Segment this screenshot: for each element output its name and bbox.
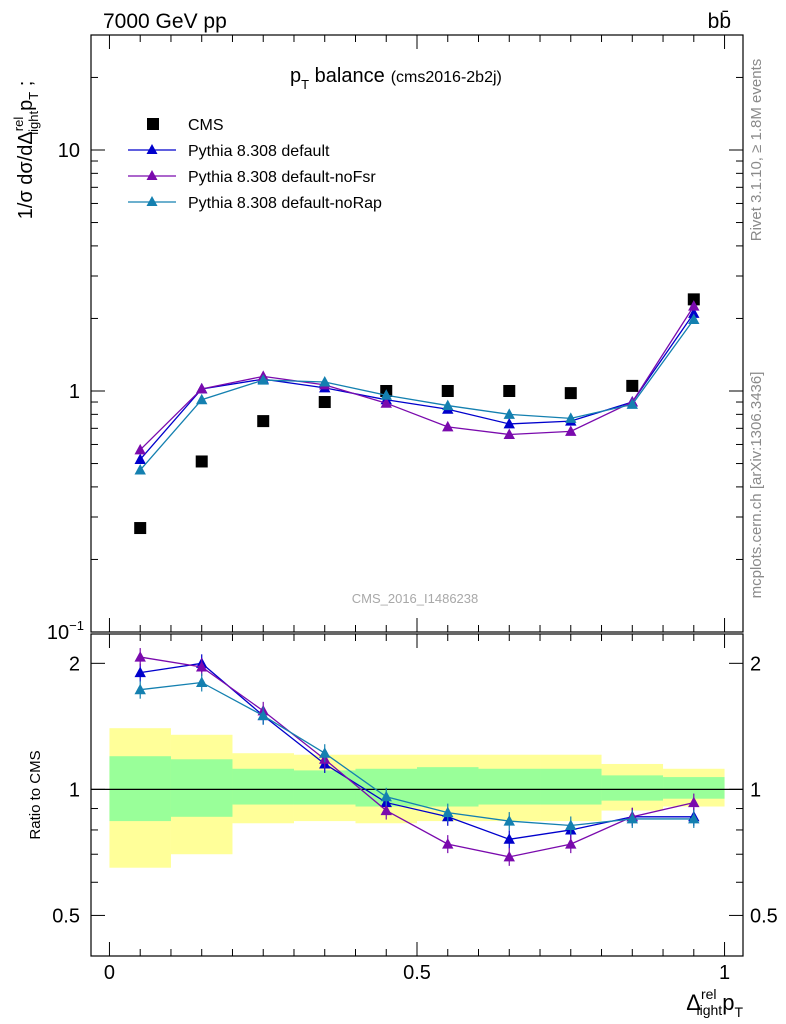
analysis-watermark: CMS_2016_I1486238 <box>352 591 479 606</box>
cms-data-point <box>564 387 577 400</box>
mc-data-point-2 <box>688 300 700 311</box>
legend: CMS Pythia 8.308 default Pythia 8.308 de… <box>128 117 382 212</box>
mc-data-point-3 <box>319 375 331 387</box>
xlabel: Δrel lightpT <box>686 986 743 1020</box>
ratio-data-point-2 <box>196 676 208 687</box>
mc-data-point-3 <box>688 313 700 324</box>
main-ylabel: 1/σ dσ/dΔrellightpT ; <box>11 81 41 220</box>
legend-norap-label: Pythia 8.308 default-noRap <box>188 195 382 212</box>
mc-data-point-2 <box>503 428 515 439</box>
main-title: pT balance (cms2016-2b2j) <box>290 65 502 92</box>
cms-data-point <box>626 379 639 392</box>
ratio-data-point-2 <box>565 819 577 830</box>
ratio-ytick-label-left: 2 <box>69 653 80 675</box>
cms-data-point <box>441 384 454 397</box>
ratio-data-point-1 <box>503 850 515 862</box>
uncertainty-band-inner <box>601 775 664 801</box>
main-panel: 10 1 10−1 pT balance (cms2016-2b2j) CMS_201… <box>47 34 744 644</box>
ratio-data-point-1 <box>196 661 208 672</box>
ratio-data-point-2 <box>442 806 454 818</box>
ratio-ytick-label-left: 1 <box>69 779 80 801</box>
mc-data-point-3 <box>442 399 454 411</box>
cms-data-point <box>318 396 331 409</box>
ratio-data-point-2 <box>503 815 515 826</box>
mc-data-point-3 <box>380 389 392 400</box>
ratio-data-point-2 <box>626 812 638 824</box>
xtick-label: 1 <box>719 962 730 984</box>
cms-data-point <box>687 293 700 306</box>
ratio-data-point-1 <box>442 838 454 849</box>
svg-text:ΔrellightpT: Δrel lightpT <box>686 986 743 1020</box>
mc-data-point-2 <box>565 425 577 436</box>
svg-text:1/σ dσ/dΔrellightpT ;: 1/σ dσ/dΔrellightpT ; <box>11 81 41 220</box>
ratio-data-point-1 <box>380 804 392 816</box>
uncertainty-band-inner <box>109 756 171 822</box>
ratio-series-line-1 <box>140 656 694 858</box>
ratio-data-point-2 <box>688 812 700 824</box>
ratio-ytick-label-right: 2 <box>750 653 761 675</box>
mc-data-point-1 <box>503 417 515 429</box>
mc-data-point-3 <box>626 398 638 409</box>
uncertainty-band-inner <box>417 767 479 807</box>
legend-nofsr-label: Pythia 8.308 default-noFsr <box>188 169 376 186</box>
uncertainty-band-inner <box>478 768 541 805</box>
ratio-ytick-label-left: 0.5 <box>52 905 80 927</box>
ratio-ytick-label-right: 0.5 <box>750 905 778 927</box>
legend-nofsr-marker <box>146 170 158 180</box>
ratio-series-line-2 <box>140 681 694 827</box>
cms-data-point <box>134 522 147 535</box>
legend-cms-marker <box>147 118 159 130</box>
legend-norap-marker <box>146 196 158 206</box>
ratio-ylabel: Ratio to CMS <box>27 750 44 839</box>
mc-data-point-3 <box>503 408 515 419</box>
ratio-data-point-2 <box>380 790 392 802</box>
uncertainty-band-inner <box>663 777 725 799</box>
mc-data-point-2 <box>134 443 146 455</box>
ratio-data-point-0 <box>134 666 146 678</box>
mcplots-label: mcplots.cern.ch [arXiv:1306.3436] <box>748 372 765 599</box>
mc-data-point-1 <box>688 307 700 318</box>
mc-data-point-2 <box>380 397 392 408</box>
ratio-data-point-2 <box>134 683 146 695</box>
mc-data-point-1 <box>134 453 146 464</box>
uncertainty-band-inner <box>293 770 356 805</box>
xtick-label: 0.5 <box>403 962 431 984</box>
ratio-data-point-1 <box>565 838 577 849</box>
mc-data-point-2 <box>196 382 208 394</box>
ratio-data-point-2 <box>319 747 331 758</box>
ratio-data-point-0 <box>503 833 515 844</box>
ratio-panel: 2 2 1 1 0.5 0.5 0 0.5 1 Ratio to CMS <box>27 633 778 984</box>
mc-data-point-2 <box>442 420 454 432</box>
xtick-label: 0 <box>104 962 115 984</box>
uncertainty-band-inner <box>540 768 602 805</box>
mc-data-point-3 <box>257 374 269 385</box>
mc-data-point-3 <box>196 393 208 405</box>
cms-data-point <box>195 455 208 468</box>
legend-cms-label: CMS <box>188 117 224 134</box>
mc-series-line-3 <box>139 319 695 471</box>
ratio-ytick-label-right: 1 <box>750 779 761 801</box>
cms-data-point <box>257 415 270 428</box>
header-right: bb̄ <box>708 10 731 33</box>
uncertainty-band-inner <box>232 768 294 805</box>
legend-default-label: Pythia 8.308 default <box>188 143 330 160</box>
mc-series-line-2 <box>139 305 695 451</box>
mc-data-point-3 <box>134 464 146 475</box>
main-ytick-label: 1 <box>69 381 80 403</box>
legend-default-marker <box>146 144 158 154</box>
ratio-data-point-1 <box>134 651 146 662</box>
ratio-data-point-2 <box>257 709 269 721</box>
mc-data-point-3 <box>565 412 577 423</box>
cms-data-point <box>503 384 516 397</box>
main-ytick-label: 10−1 <box>47 618 84 644</box>
mc-series-line-1 <box>139 312 695 460</box>
main-ytick-label: 10 <box>58 140 80 162</box>
rivet-label: Rivet 3.1.10, ≥ 1.8M events <box>748 59 765 242</box>
uncertainty-band-inner <box>170 759 233 817</box>
ratio-data-point-1 <box>688 796 700 808</box>
header-left: 7000 GeV pp <box>103 10 227 33</box>
